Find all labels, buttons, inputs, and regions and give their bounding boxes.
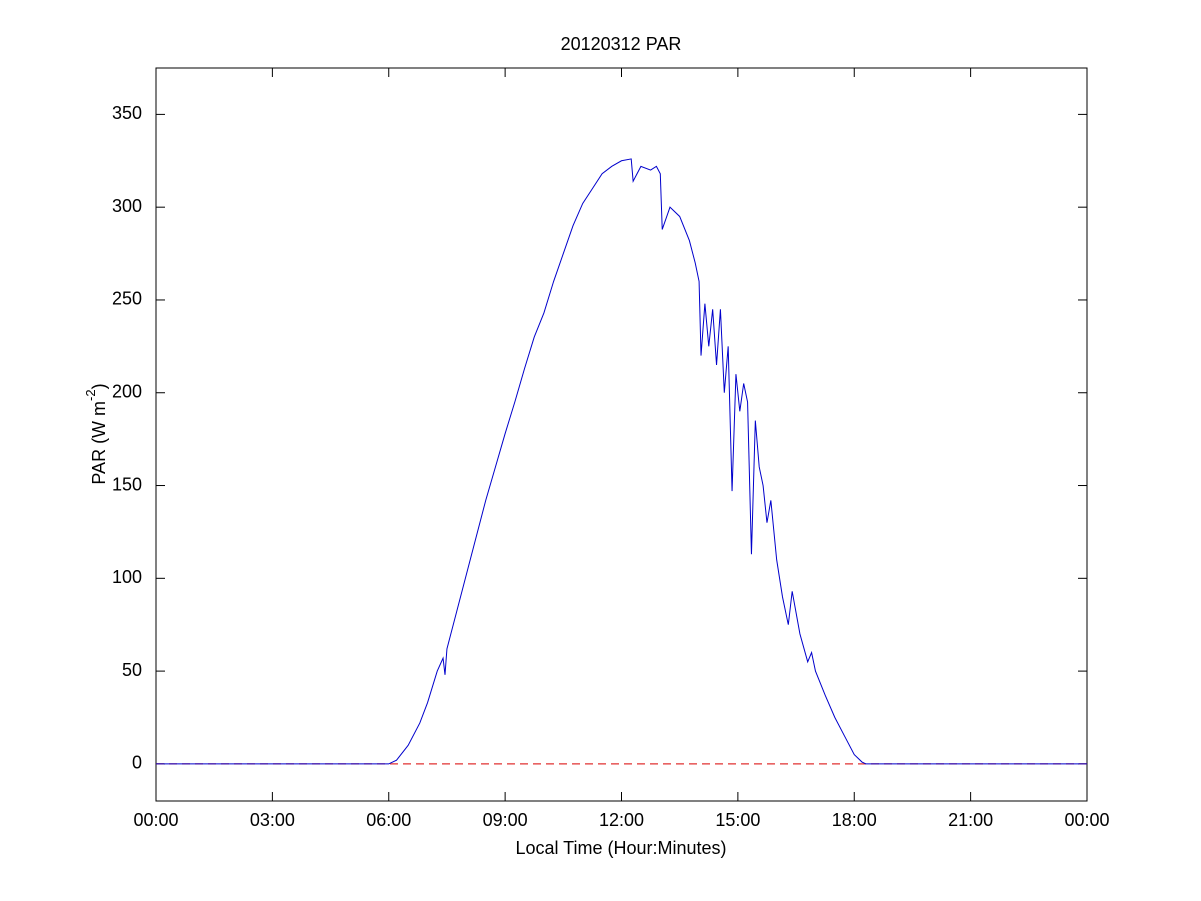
y-axis-label-sup: -2	[83, 389, 98, 401]
x-tick-label: 03:00	[250, 810, 295, 830]
y-tick-label: 350	[112, 103, 142, 123]
y-axis-label-part: PAR (W m	[89, 401, 109, 485]
y-tick-label: 200	[112, 381, 142, 401]
x-tick-label: 21:00	[948, 810, 993, 830]
x-tick-label: 12:00	[599, 810, 644, 830]
x-tick-label: 09:00	[483, 810, 528, 830]
y-tick-label: 300	[112, 196, 142, 216]
x-tick-label: 00:00	[133, 810, 178, 830]
chart-title: 20120312 PAR	[561, 34, 682, 54]
plot-frame	[155, 67, 1088, 802]
x-tick-label: 15:00	[715, 810, 760, 830]
y-tick-label: 250	[112, 289, 142, 309]
y-axis-label-part: )	[89, 383, 109, 389]
y-axis-label: PAR (W m-2)	[83, 383, 108, 484]
y-tick-label: 50	[122, 660, 142, 680]
line-series	[156, 158, 1087, 765]
y-tick-label: 100	[112, 567, 142, 587]
x-tick-label: 00:00	[1064, 810, 1109, 830]
x-tick-label: 06:00	[366, 810, 411, 830]
x-axis-label: Local Time (Hour:Minutes)	[515, 838, 726, 858]
y-tick-label: 0	[132, 753, 142, 773]
x-tick-label: 18:00	[832, 810, 877, 830]
y-tick-label: 150	[112, 474, 142, 494]
